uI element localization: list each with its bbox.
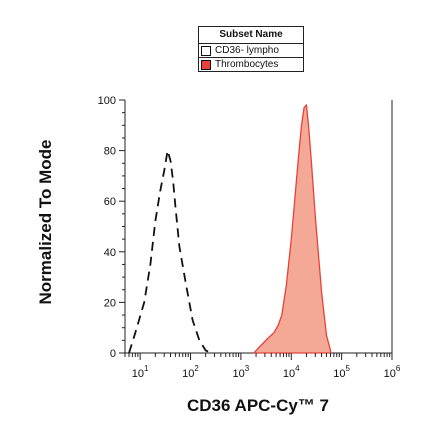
legend-label-thrombocytes: Thrombocytes bbox=[215, 59, 279, 70]
y-tick-label-80: 80 bbox=[104, 146, 116, 158]
x-tick-label-1000000: 106 bbox=[384, 364, 401, 380]
x-tick-label-1000: 103 bbox=[233, 364, 250, 380]
x-tick-label-100000: 105 bbox=[333, 364, 350, 380]
y-tick-label-0: 0 bbox=[110, 348, 116, 360]
legend: Subset Name CD36- lympho Thrombocytes bbox=[198, 26, 304, 72]
legend-title: Subset Name bbox=[199, 27, 303, 44]
y-tick-label-20: 20 bbox=[104, 297, 116, 309]
series-area-thrombocytes bbox=[253, 103, 332, 354]
x-tick-label-100: 102 bbox=[182, 364, 199, 380]
plot-frame bbox=[124, 100, 393, 354]
legend-label-cd36-lympho: CD36- lympho bbox=[215, 45, 279, 56]
legend-entry-thrombocytes: Thrombocytes bbox=[199, 57, 303, 71]
y-tick-label-60: 60 bbox=[104, 196, 116, 208]
legend-swatch-cd36-lympho bbox=[201, 45, 211, 56]
x-tick-label-10: 101 bbox=[132, 364, 149, 380]
series-line-cd36-lympho bbox=[128, 150, 212, 354]
x-tick-label-10000: 104 bbox=[283, 364, 300, 380]
legend-entry-cd36-lympho: CD36- lympho bbox=[199, 44, 303, 57]
y-tick-label-40: 40 bbox=[104, 247, 116, 259]
y-axis-label: Normalized To Mode bbox=[36, 139, 55, 305]
y-tick-label-100: 100 bbox=[98, 95, 116, 107]
x-axis-label: CD36 APC-Cy™ 7 bbox=[186, 396, 330, 415]
legend-swatch-thrombocytes bbox=[201, 59, 211, 70]
